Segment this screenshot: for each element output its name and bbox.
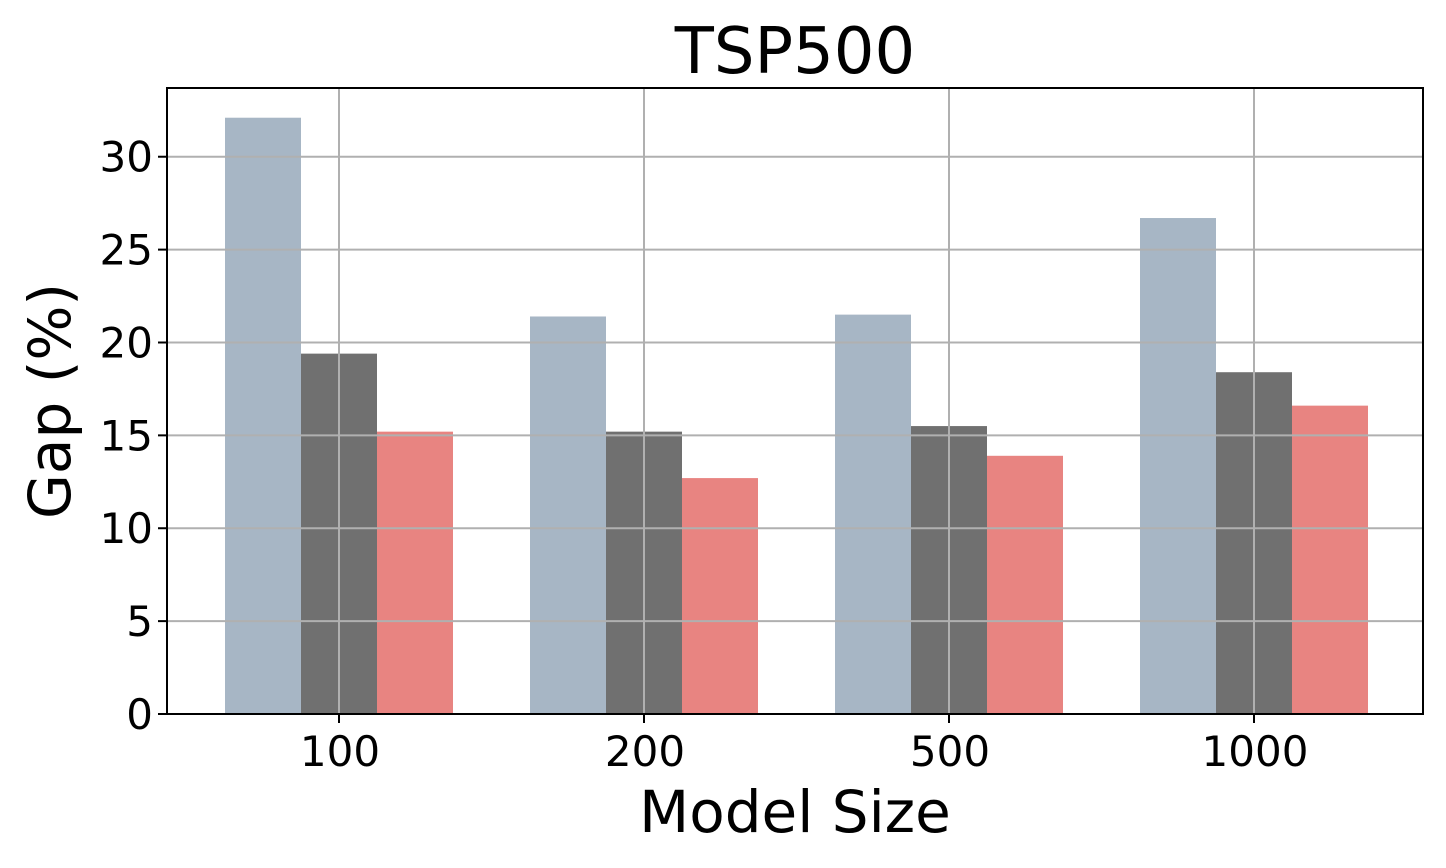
bar bbox=[987, 455, 1063, 714]
y-tick-label: 10 bbox=[100, 504, 153, 553]
bars bbox=[225, 117, 1368, 715]
bar bbox=[530, 316, 606, 714]
ticks: 0 5 10 15 20 25 30 100 200 500 1000 bbox=[100, 133, 1309, 776]
bar bbox=[1292, 405, 1368, 714]
x-tick-label: 100 bbox=[300, 727, 380, 776]
x-tick-label: 500 bbox=[910, 727, 990, 776]
y-axis-label: Gap (%) bbox=[16, 283, 84, 519]
y-tick-label: 5 bbox=[126, 597, 153, 646]
bar bbox=[1140, 218, 1216, 715]
plot-frame bbox=[166, 87, 1424, 715]
bar bbox=[225, 117, 301, 714]
y-tick-label: 30 bbox=[100, 133, 153, 182]
bar bbox=[835, 314, 911, 714]
y-tick-label: 0 bbox=[126, 690, 153, 739]
x-tick-label: 200 bbox=[605, 727, 685, 776]
x-axis-label: Model Size bbox=[639, 778, 951, 846]
y-tick-label: 15 bbox=[100, 411, 153, 460]
y-tick-label: 20 bbox=[100, 318, 153, 367]
bar bbox=[682, 478, 758, 714]
chart-title: TSP500 bbox=[674, 15, 915, 89]
y-tick-label: 25 bbox=[100, 226, 153, 275]
x-tick-label: 1000 bbox=[1202, 727, 1309, 776]
bar bbox=[377, 431, 453, 714]
